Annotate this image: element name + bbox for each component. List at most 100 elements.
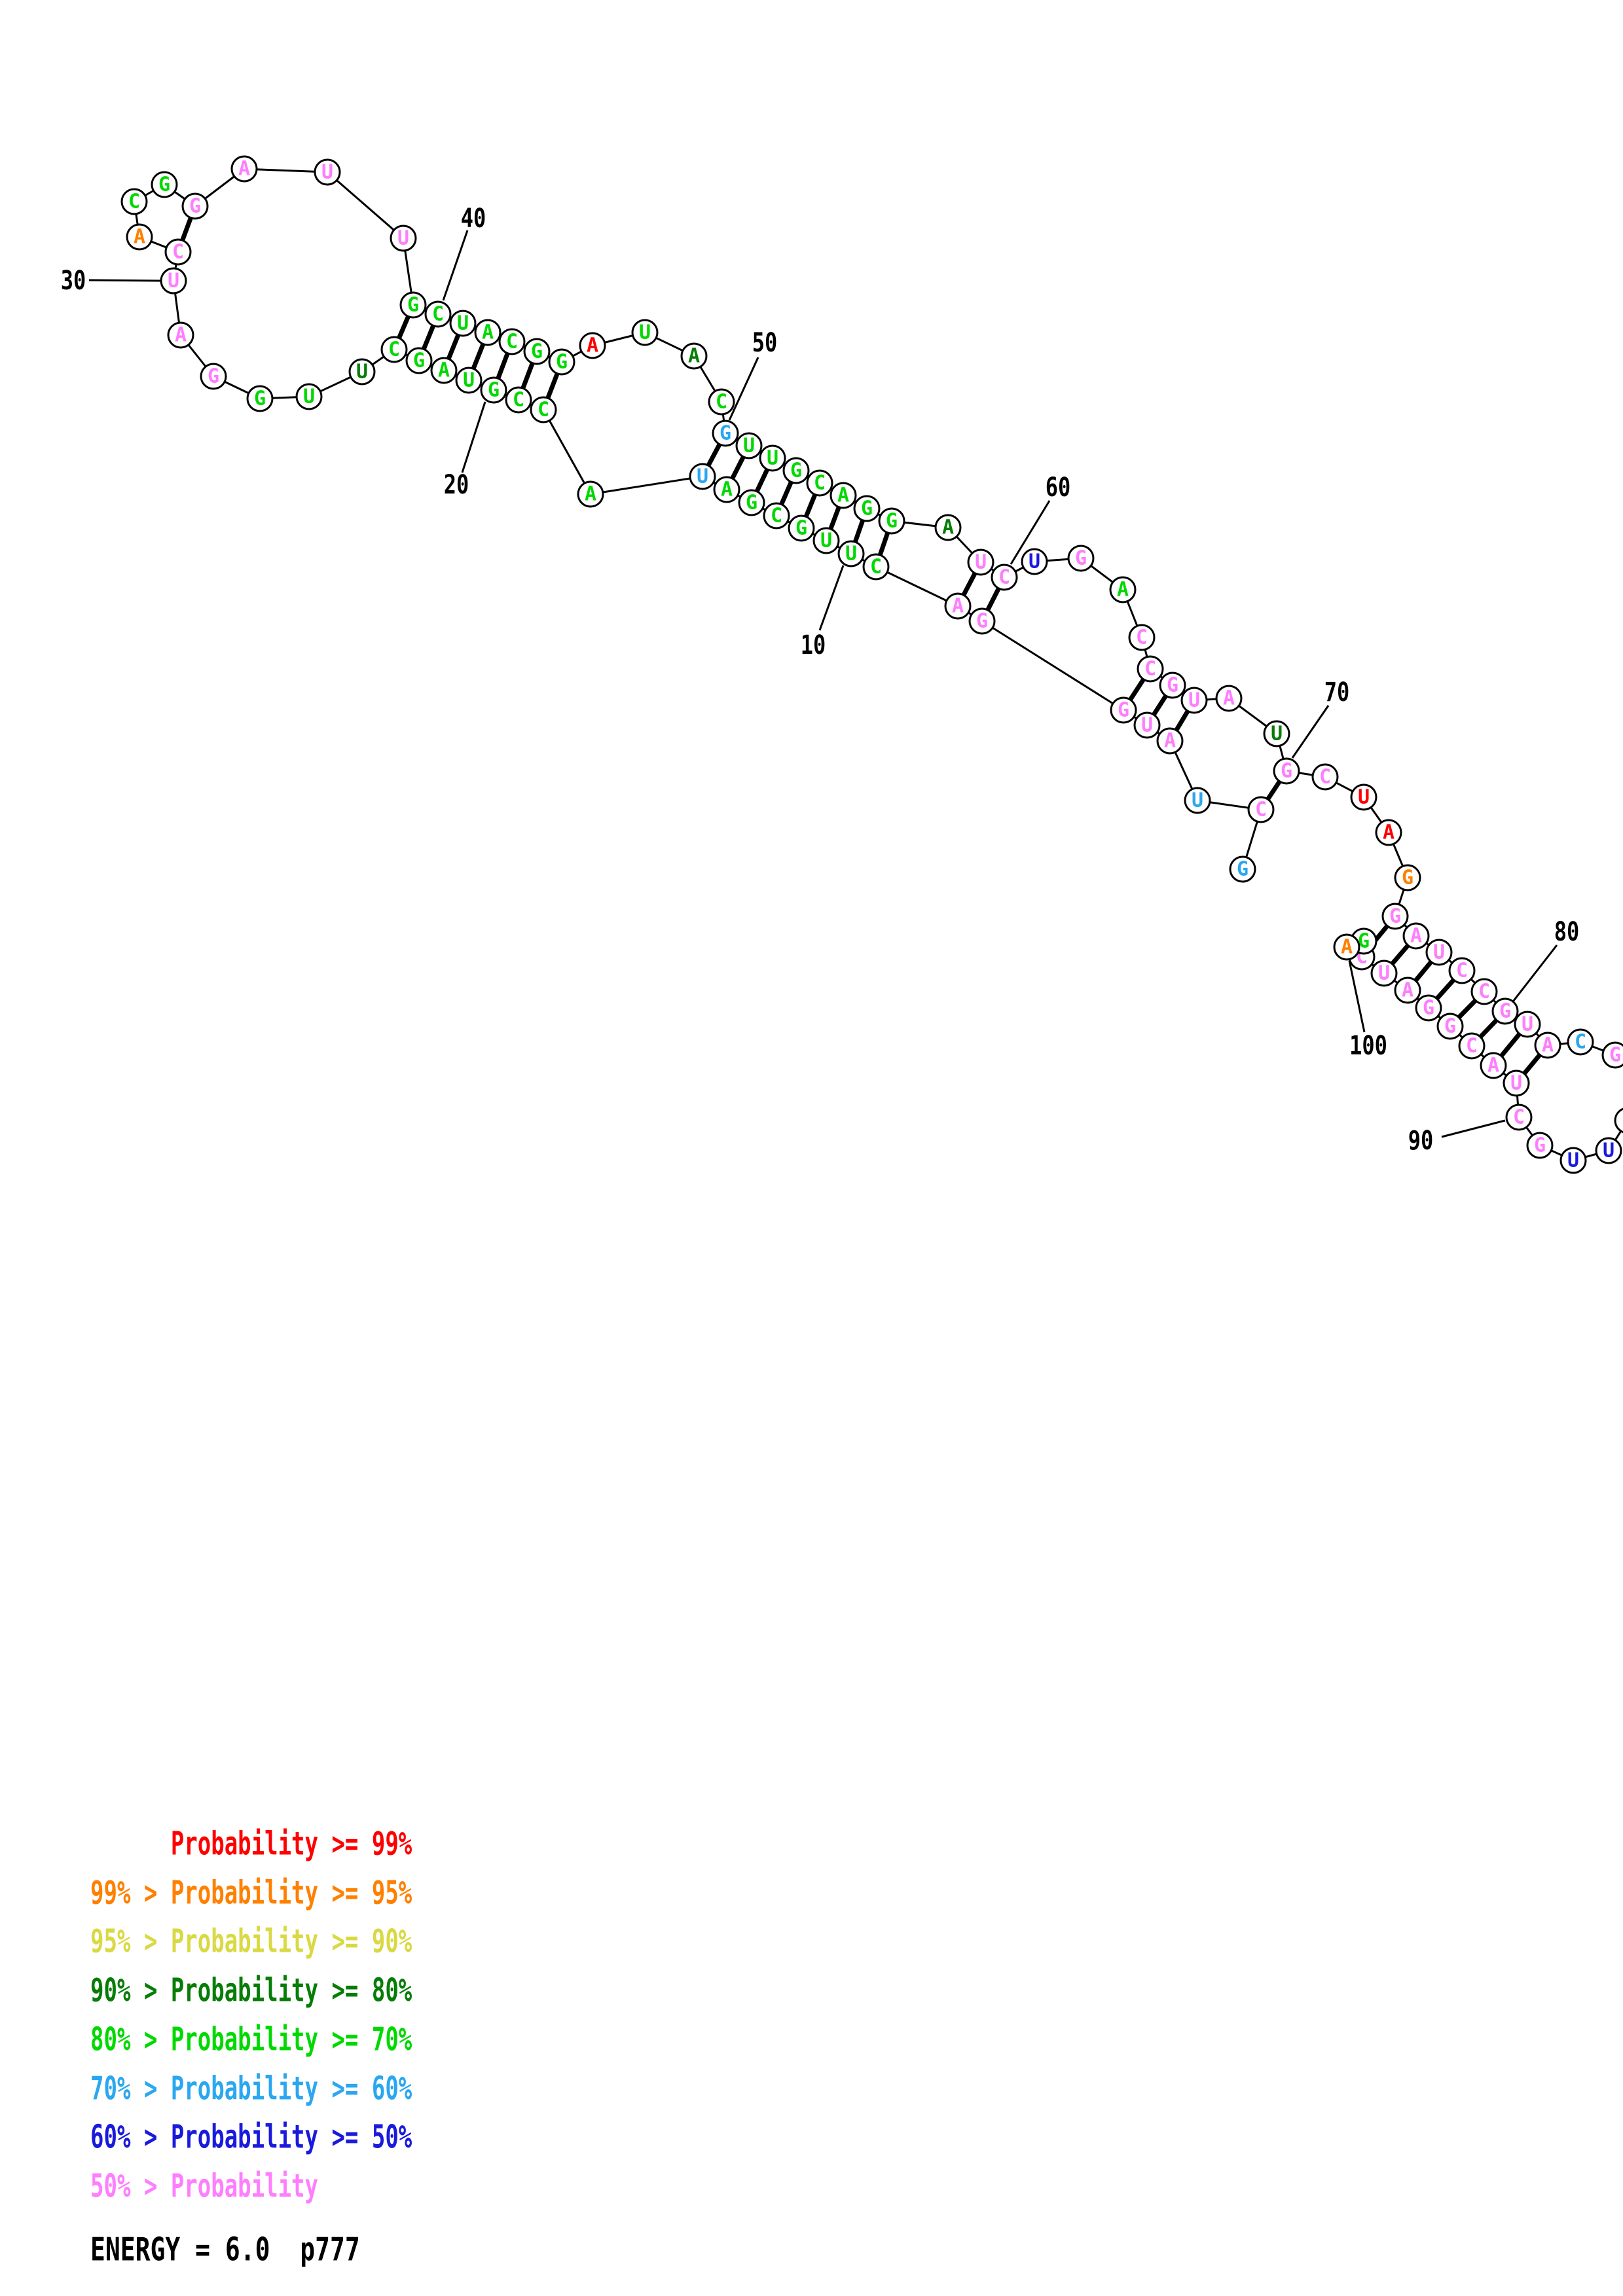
nucleotide-base: G [531, 340, 543, 363]
label-leader-line [818, 565, 845, 631]
nucleotide-base: A [1402, 979, 1413, 1002]
nucleotide-base: C [1456, 960, 1468, 982]
nucleotide-base: C [1319, 766, 1331, 789]
nucleotide-base: A [1223, 687, 1235, 710]
legend-row: 95% > Probability >= 90% [90, 1923, 412, 1962]
nucleotide-base: G [407, 294, 419, 317]
nucleotide-circle [1514, 1011, 1541, 1038]
position-number-label: 30 [61, 264, 86, 295]
nucleotide-circle [763, 502, 790, 529]
nucleotide-circle [944, 592, 972, 620]
nucleotide-circle [1273, 757, 1300, 785]
nucleotide-circle [837, 540, 865, 567]
nucleotide-circle [1480, 1052, 1507, 1079]
nucleotide-base: G [413, 350, 425, 372]
nucleotide-base: C [538, 399, 549, 422]
nucleotide-circle [738, 489, 765, 516]
label-leader-line [1348, 960, 1366, 1033]
nucleotide-circle [390, 224, 417, 252]
nucleotide-base: C [814, 472, 826, 495]
nucleotide-circle [1526, 1132, 1554, 1159]
nucleotide-circle [1128, 624, 1156, 651]
nucleotide-circle [712, 420, 739, 447]
nucleotide-circle [498, 328, 526, 355]
nucleotide-base: U [820, 529, 832, 552]
nucleotide-circle [968, 607, 996, 635]
nucleotide-circle [1184, 787, 1211, 814]
nucleotide-base: A [587, 334, 598, 357]
nucleotide-base: G [254, 387, 266, 410]
nucleotide-base: G [1609, 1044, 1621, 1067]
nucleotide-circle [708, 388, 735, 416]
label-leader-line [1010, 500, 1051, 565]
nucleotide-base: U [639, 321, 651, 344]
nucleotide-base: C [870, 556, 882, 579]
nucleotide-base: A [837, 484, 849, 507]
label-leader-line [1510, 944, 1558, 1005]
nucleotide-circle [830, 482, 857, 509]
nucleotide-circle [967, 548, 994, 576]
nucleotide-base: U [975, 551, 987, 574]
position-number-label: 50 [752, 327, 778, 357]
nucleotide-circle [474, 319, 501, 346]
nucleotide-base: C [1513, 1106, 1525, 1129]
nucleotide-circle [1505, 1103, 1533, 1131]
nucleotide-base: A [1164, 730, 1176, 753]
nucleotide-base: C [388, 338, 400, 361]
nucleotide-circle [812, 527, 840, 554]
nucleotide-circle [523, 338, 551, 365]
nucleotide-circle [1156, 727, 1184, 755]
nucleotide-circle [530, 396, 557, 423]
nucleotide-circle [680, 342, 708, 370]
nucleotide-circle [689, 463, 716, 490]
nucleotide-base: G [208, 365, 219, 388]
nucleotide-circle [314, 158, 341, 186]
nucleotide-circle [449, 310, 477, 337]
nucleotide-base: G [1389, 905, 1401, 928]
backbone-segment [875, 565, 958, 607]
nucleotide-base: A [134, 226, 145, 249]
nucleotide-base: G [1534, 1134, 1546, 1157]
position-number-label: 40 [461, 202, 486, 233]
nucleotide-circle [1601, 1041, 1623, 1069]
nucleotide-base: A [721, 478, 733, 501]
nucleotide-base: C [1478, 980, 1490, 1003]
nucleotide-circle [1375, 819, 1402, 846]
position-number-label: 90 [1408, 1124, 1434, 1155]
nucleotide-circle [1159, 672, 1186, 699]
nucleotide-base: U [845, 543, 857, 565]
nucleotide-base: G [158, 173, 170, 196]
nucleotide-base: U [767, 447, 778, 470]
nucleotide-circle [1350, 783, 1377, 811]
backbone-segment [981, 620, 1124, 711]
nucleotide-circle [164, 238, 192, 266]
nucleotide-circle [878, 507, 905, 535]
nucleotide-circle [399, 291, 427, 319]
nucleotide-base: U [321, 161, 333, 184]
energy-label: ENERGY = 6.0 p777 [90, 2231, 360, 2269]
nucleotide-circle [1215, 685, 1243, 712]
nucleotide-circle [480, 376, 507, 404]
nucleotide-circle [1503, 1069, 1530, 1097]
nucleotide-circle [1425, 939, 1453, 966]
nucleotide-circle [577, 480, 604, 508]
nucleotide-base: C [1575, 1031, 1586, 1054]
nucleotide-circle [167, 321, 194, 349]
nucleotide-circle [295, 383, 323, 410]
nucleotide-circle [782, 457, 810, 484]
nucleotide-base: A [1542, 1034, 1554, 1057]
nucleotide-base: U [303, 386, 315, 408]
nucleotide-circle [405, 347, 433, 374]
backbone-segment [542, 409, 592, 495]
nucleotide-base: G [861, 497, 873, 520]
nucleotide-base: G [1237, 858, 1249, 881]
nucleotide-base: G [1118, 699, 1129, 722]
backbone-segment [590, 475, 703, 495]
nucleotide-base: G [189, 195, 201, 218]
nucleotide-base: C [1144, 658, 1156, 681]
nucleotide-base: A [942, 516, 954, 539]
label-leader-line [1291, 705, 1330, 759]
nucleotide-base: G [720, 422, 731, 445]
